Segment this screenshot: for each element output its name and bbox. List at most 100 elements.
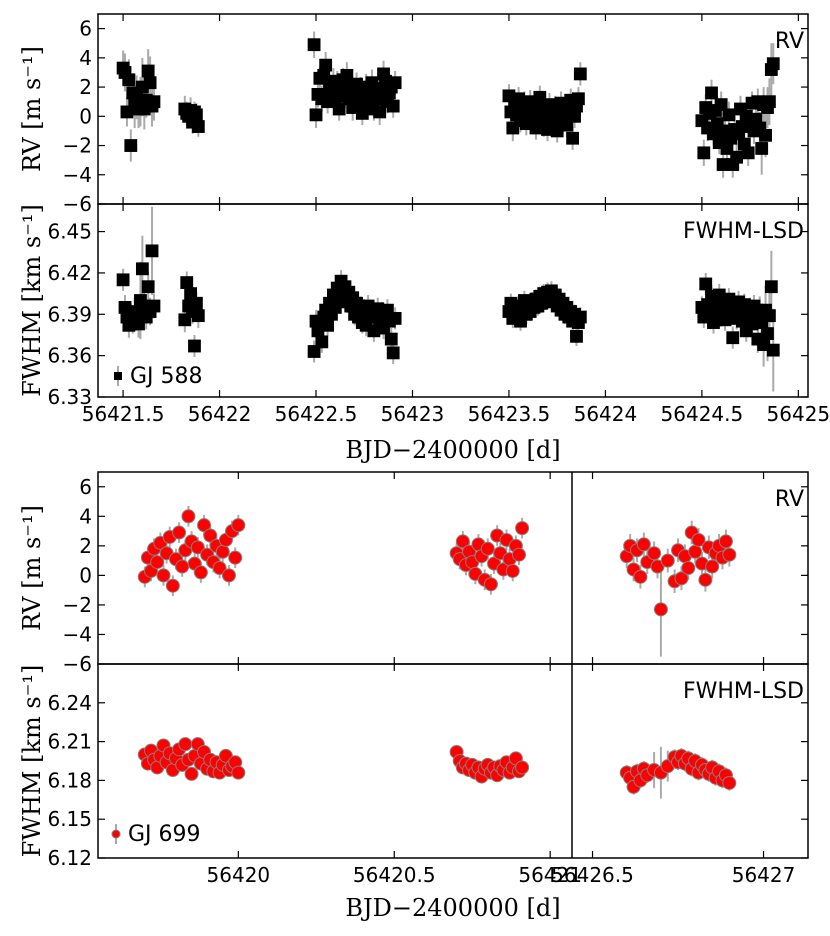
y-axis-label: RV [m s⁻¹] — [18, 46, 46, 172]
data-point — [705, 86, 718, 100]
data-point — [197, 518, 212, 533]
panel-tag: RV — [775, 29, 804, 54]
x-tick-label: 56421.5 — [82, 402, 165, 426]
data-point — [332, 102, 346, 116]
legend: GJ 699 — [111, 822, 201, 847]
data-point — [373, 105, 387, 119]
y-tick-label: −2 — [63, 134, 92, 158]
series-fwhm-lsd-0 — [116, 206, 780, 392]
y-tick-label: 2 — [79, 534, 92, 558]
data-point — [309, 108, 323, 122]
data-point — [511, 547, 526, 562]
data-point — [633, 569, 648, 584]
data-point — [203, 528, 218, 543]
data-point — [759, 128, 772, 142]
y-tick-label: 6.45 — [47, 220, 92, 244]
y-tick-label: 6.18 — [47, 768, 92, 792]
y-axis-label: FWHM [km s⁻¹] — [18, 204, 46, 397]
y-axis-label: RV [m s⁻¹] — [18, 505, 46, 631]
data-point — [726, 331, 740, 345]
data-point — [766, 343, 780, 357]
x-tick-label: 56424 — [574, 402, 638, 426]
data-point — [175, 559, 190, 574]
data-point — [515, 521, 530, 536]
series-fwhm-lsd-0 — [137, 737, 530, 784]
data-point — [764, 280, 778, 294]
data-point — [384, 332, 398, 346]
data-point — [660, 553, 675, 568]
panel-frame — [97, 203, 809, 398]
data-point — [533, 90, 547, 104]
data-point — [116, 273, 130, 287]
data-point — [573, 310, 587, 324]
y-tick-label: −6 — [63, 652, 92, 676]
data-point — [505, 563, 520, 578]
data-point — [755, 142, 769, 155]
panel-tag: RV — [775, 487, 804, 512]
data-point — [483, 577, 498, 592]
data-point — [122, 73, 136, 87]
data-point — [193, 565, 208, 580]
y-tick-label: 6.36 — [47, 344, 92, 368]
data-point — [184, 766, 199, 781]
y-tick-label: 4 — [79, 504, 92, 528]
series-rv-1 — [619, 520, 737, 657]
data-point — [761, 327, 774, 340]
data-point — [573, 67, 587, 81]
data-point — [156, 568, 171, 583]
series-rv-0 — [137, 505, 530, 597]
x-tick-label: 56423.5 — [468, 402, 551, 426]
data-point — [307, 345, 321, 358]
y-tick-label: −4 — [63, 622, 92, 646]
gj699-rv-panel: −6 −4 −2 0 2 4 6 RV [m s⁻¹] RV — [18, 471, 809, 676]
data-point — [455, 534, 470, 549]
data-point — [321, 318, 334, 332]
data-point — [699, 277, 713, 291]
data-point — [150, 555, 165, 570]
y-tick-label: −6 — [63, 192, 92, 216]
data-point — [722, 775, 737, 790]
x-tick-label: 56425 — [767, 402, 830, 426]
data-point — [688, 544, 703, 559]
data-point — [315, 335, 329, 349]
data-point — [386, 346, 400, 360]
data-point — [188, 339, 201, 353]
y-tick-label: 0 — [79, 104, 92, 128]
y-tick-label: 6.42 — [47, 261, 92, 285]
y-tick-label: −2 — [63, 593, 92, 617]
y-tick-label: 6.39 — [47, 302, 92, 326]
data-point — [647, 546, 662, 561]
x-tick-label: 56420 — [207, 863, 271, 887]
data-point — [228, 550, 243, 565]
data-point — [722, 108, 736, 122]
data-point — [480, 541, 495, 556]
data-point — [215, 544, 230, 559]
legend: GJ 588 — [114, 364, 203, 389]
data-point — [718, 534, 733, 549]
y-tick-label: 6.21 — [47, 730, 92, 754]
data-point — [145, 244, 159, 258]
data-point — [190, 540, 205, 555]
series-fwhm-lsd-1 — [619, 746, 737, 799]
data-point — [691, 532, 706, 547]
x-tick-label: 56423 — [381, 402, 445, 426]
data-point — [147, 95, 161, 109]
data-point — [319, 58, 333, 72]
y-tick-label: 6.12 — [47, 846, 92, 870]
data-point — [705, 559, 720, 574]
x-tick-label: 56422 — [188, 402, 252, 426]
y-tick-label: −4 — [63, 163, 92, 187]
data-point — [178, 737, 193, 752]
data-point — [307, 38, 321, 52]
data-point — [165, 578, 180, 593]
data-point — [766, 57, 780, 71]
data-point — [147, 299, 161, 313]
data-point — [722, 547, 737, 562]
data-point — [189, 296, 203, 310]
x-tick-label: 56420.5 — [353, 863, 436, 887]
series-rv-0 — [116, 31, 780, 178]
y-tick-label: 6.33 — [47, 385, 92, 409]
data-point — [681, 561, 696, 575]
